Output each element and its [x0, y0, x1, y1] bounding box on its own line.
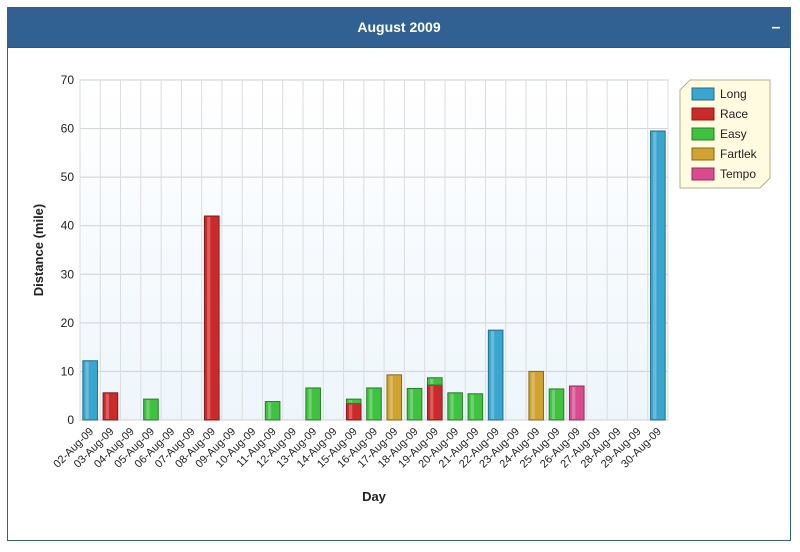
y-tick-label: 30 [61, 267, 75, 281]
bar-highlight [207, 217, 211, 419]
bar-highlight [389, 375, 393, 419]
bar-highlight [470, 394, 474, 419]
collapse-button[interactable]: – [771, 19, 781, 36]
bar-race [427, 384, 443, 421]
x-axis-title: Day [362, 489, 387, 504]
bar-race [102, 392, 119, 421]
bar-highlight [85, 361, 89, 419]
bar-easy [548, 388, 565, 421]
y-tick-label: 40 [61, 219, 75, 233]
bar-highlight [430, 386, 434, 419]
bar-highlight [531, 372, 535, 419]
legend-swatch [691, 127, 715, 141]
legend-swatch [691, 167, 715, 181]
y-tick-label: 60 [61, 122, 75, 136]
bar-highlight [450, 393, 454, 419]
plot-background [79, 79, 669, 421]
bar-highlight [105, 393, 109, 419]
legend-label: Race [720, 107, 748, 121]
y-tick-label: 0 [67, 413, 74, 427]
bar-fartlek [528, 370, 545, 421]
legend-label: Easy [720, 127, 747, 141]
bar-easy [406, 387, 423, 421]
bar-highlight [267, 402, 272, 419]
bar-highlight [349, 404, 353, 419]
bar-easy [447, 392, 463, 421]
bar-highlight [146, 400, 150, 419]
bar-highlight [653, 132, 657, 419]
legend: Long Race Easy Fartlek Tempo [679, 79, 771, 189]
bar-long [82, 360, 98, 421]
bar-fartlek [386, 374, 403, 421]
legend-swatch [691, 107, 715, 121]
bar-race [345, 402, 362, 421]
y-tick-label: 70 [61, 73, 75, 87]
bar-highlight [349, 400, 353, 403]
bar-highlight [490, 331, 495, 419]
bar-easy [345, 398, 362, 404]
bar-highlight [430, 378, 434, 385]
bar-easy [467, 393, 484, 421]
bar-highlight [551, 389, 556, 419]
bar-easy [143, 398, 159, 421]
bar-highlight [572, 387, 576, 419]
legend-label: Long [720, 87, 747, 101]
legend-swatch [691, 147, 715, 161]
bar-easy [427, 377, 443, 386]
bar-tempo [568, 385, 585, 421]
legend-label: Fartlek [720, 147, 758, 161]
y-tick-label: 50 [61, 170, 75, 184]
bar-highlight [308, 388, 312, 419]
bar-long [487, 329, 504, 421]
legend-swatch [691, 87, 715, 101]
bar-easy [264, 401, 281, 421]
y-tick-label: 20 [61, 316, 75, 330]
bar-highlight [409, 389, 414, 419]
bar-easy [305, 387, 321, 421]
bar-highlight [369, 388, 373, 419]
y-axis-title: Distance (mile) [31, 204, 46, 296]
legend-label: Tempo [720, 167, 756, 181]
bar-long [650, 130, 666, 421]
y-tick-label: 10 [61, 364, 75, 378]
legend-box [679, 79, 771, 189]
panel-title: August 2009 [357, 19, 441, 35]
panel-header: August 2009 – [8, 8, 790, 48]
bar-easy [366, 387, 382, 421]
bar-race [203, 215, 220, 421]
